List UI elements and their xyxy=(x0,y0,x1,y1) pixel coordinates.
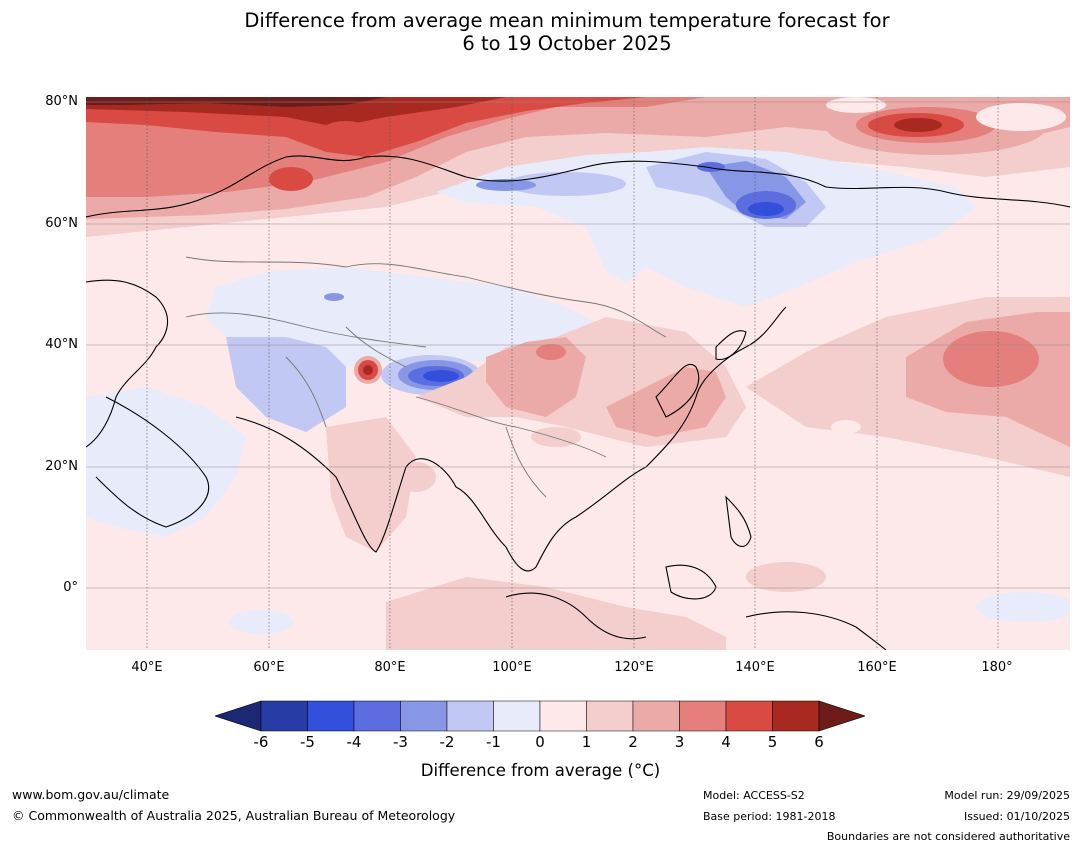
colorbar-bin xyxy=(353,700,401,732)
model-run-text: Model run: 29/09/2025 xyxy=(944,789,1070,802)
anomaly-bering-5-6 xyxy=(894,118,942,132)
country-borders xyxy=(185,256,667,498)
colorbar-extend-low xyxy=(215,700,262,732)
lon-label-120e: 120°E xyxy=(614,660,654,675)
latitude-lines xyxy=(86,101,1070,589)
colorbar-bin xyxy=(446,700,494,732)
anomaly-pamir-hot-3 xyxy=(363,365,373,375)
anomaly-tibet-cool-4 xyxy=(423,370,459,382)
anomaly-bay-bengal-warm xyxy=(396,462,436,492)
model-text: Model: ACCESS-S2 xyxy=(703,789,805,802)
anomaly-east-siberia-small xyxy=(697,162,725,172)
lon-label-60e: 60°E xyxy=(253,660,285,675)
title-line-1: Difference from average mean minimum tem… xyxy=(244,9,890,32)
colorbar-tick-label: 0 xyxy=(535,733,545,751)
colorbar-bin xyxy=(679,700,727,732)
anomaly-east-siberia-4-5 xyxy=(748,202,784,216)
colorbar-bin xyxy=(725,700,773,732)
lat-label-60n: 60°N xyxy=(45,216,78,231)
coastlines xyxy=(86,155,1070,650)
lat-label-0: 0° xyxy=(63,580,78,595)
lat-label-20n: 20°N xyxy=(45,459,78,474)
anomaly-pacific-cool-gap xyxy=(831,420,861,434)
colorbar-extend-high xyxy=(818,700,865,732)
colorbar-bin xyxy=(400,700,448,732)
colorbar xyxy=(215,700,865,732)
anomaly-siberia-warm xyxy=(269,167,313,191)
anomaly-arctic-5-6 xyxy=(86,97,506,127)
anomaly-pacific-3-4 xyxy=(943,331,1039,387)
lon-label-100e: 100°E xyxy=(492,660,532,675)
anomaly-china-warm-3 xyxy=(536,344,566,360)
colorbar-bin xyxy=(772,700,820,732)
colorbar-label: Difference from average (°C) xyxy=(420,761,661,780)
anomaly-west-pacific-cool xyxy=(976,592,1070,622)
colorbar-bin xyxy=(586,700,634,732)
lon-label-180: 180° xyxy=(981,660,1013,675)
colorbar-bin xyxy=(632,700,680,732)
issued-text: Issued: 01/10/2025 xyxy=(963,810,1070,823)
anomaly-indian-ocean-cool xyxy=(229,610,293,634)
anomaly-arctic-cool-patch-2 xyxy=(826,97,886,113)
colorbar-tick-label: -5 xyxy=(300,733,315,751)
forecast-map xyxy=(86,97,1070,650)
website-link[interactable]: www.bom.gov.au/climate xyxy=(12,787,170,802)
colorbar-bin xyxy=(260,700,308,732)
anomaly-barents-warm xyxy=(316,121,376,153)
map-title: Difference from average mean minimum tem… xyxy=(0,9,1081,55)
colorbar-tick-label: -6 xyxy=(253,733,269,751)
anomaly-tropical-warm xyxy=(746,562,826,592)
copyright-text: © Commonwealth of Australia 2025, Austra… xyxy=(12,808,456,823)
lon-label-140e: 140°E xyxy=(735,660,775,675)
anomaly-india-warm xyxy=(326,417,416,552)
colorbar-bin xyxy=(493,700,541,732)
graticule xyxy=(146,97,999,650)
colorbar-tick-label: -1 xyxy=(486,733,501,751)
lat-label-40n: 40°N xyxy=(45,337,78,352)
anomaly-japan-warm xyxy=(606,367,726,437)
colorbar-tick-label: 3 xyxy=(674,733,685,751)
lon-label-160e: 160°E xyxy=(857,660,897,675)
disclaimer-text: Boundaries are not considered authoritat… xyxy=(826,830,1070,843)
anomaly-arctic-cool-patch xyxy=(976,103,1066,131)
anomaly-equator-warm xyxy=(386,577,726,650)
colorbar-tick-label: -2 xyxy=(439,733,455,751)
colorbar-bin xyxy=(539,700,587,732)
colorbar-tick-label: 2 xyxy=(628,733,638,751)
title-line-2: 6 to 19 October 2025 xyxy=(462,32,672,55)
anomaly-iran-cool xyxy=(226,337,346,432)
colorbar-tick-label: -4 xyxy=(346,733,362,751)
colorbar-tick-label: 5 xyxy=(767,733,778,751)
lon-label-80e: 80°E xyxy=(374,660,406,675)
colorbar-tick-label: 4 xyxy=(721,733,731,751)
colorbar-bin xyxy=(307,700,355,732)
base-period-text: Base period: 1981-2018 xyxy=(703,810,836,823)
colorbar-tick-label: 6 xyxy=(814,733,824,751)
lat-label-80n: 80°N xyxy=(45,94,78,109)
anomaly-siberia-cool-2 xyxy=(476,179,536,191)
lon-label-40e: 40°E xyxy=(131,660,163,675)
colorbar-tick-label: -3 xyxy=(393,733,408,751)
colorbar-tick-label: 1 xyxy=(581,733,592,751)
anomaly-mongolia-cool xyxy=(324,293,344,301)
